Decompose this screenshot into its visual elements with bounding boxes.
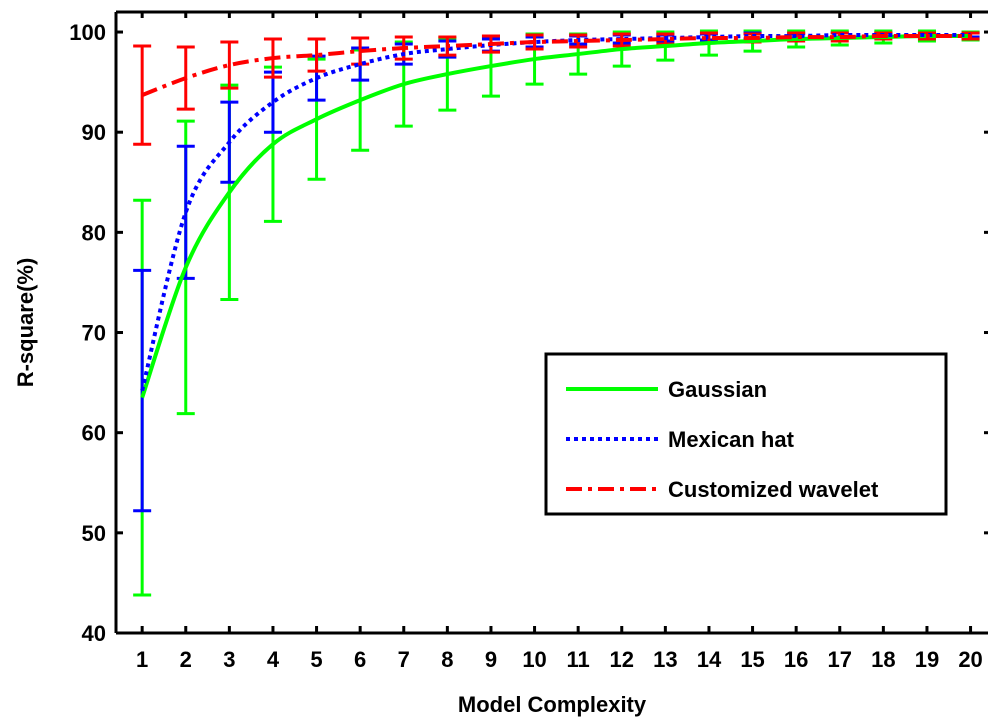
x-tick-label: 20 <box>958 647 982 672</box>
x-tick-label: 10 <box>522 647 546 672</box>
axes <box>114 10 988 635</box>
error-bars-customized-wavelet <box>133 31 980 146</box>
x-tick-label: 15 <box>740 647 764 672</box>
x-tick-label: 11 <box>567 647 590 672</box>
x-tick-label: 7 <box>398 647 410 672</box>
x-tick-label: 13 <box>653 647 677 672</box>
y-tick-label: 80 <box>82 220 106 245</box>
y-axis-title: R-square(%) <box>13 258 38 388</box>
series-lines <box>140 32 971 399</box>
x-tick-label: 9 <box>485 647 497 672</box>
series-line-mexican-hat <box>140 32 971 392</box>
x-tick-label: 5 <box>310 647 322 672</box>
x-tick-label: 2 <box>180 647 192 672</box>
x-tick-label: 19 <box>915 647 939 672</box>
series-line-customized-wavelet <box>141 33 971 97</box>
y-tick-label: 40 <box>82 621 106 646</box>
legend-label: Mexican hat <box>668 427 795 452</box>
x-tick-label: 8 <box>441 647 453 672</box>
x-tick-label: 17 <box>828 647 852 672</box>
x-tick-label: 16 <box>784 647 808 672</box>
legend: Gaussian Mexican hat Customized wavelet <box>544 352 948 516</box>
y-tick-label: 50 <box>82 521 106 546</box>
y-tick-label: 60 <box>82 421 106 446</box>
y-tick-label: 70 <box>82 321 106 346</box>
y-tick-label: 100 <box>69 20 106 45</box>
x-tick-label: 3 <box>223 647 235 672</box>
legend-label: Gaussian <box>668 377 767 402</box>
legend-label: Customized wavelet <box>668 477 879 502</box>
x-tick-label: 1 <box>136 647 148 672</box>
x-tick-label: 14 <box>697 647 722 672</box>
x-tick-label: 12 <box>610 647 634 672</box>
x-tick-label: 6 <box>354 647 366 672</box>
x-axis-title: Model Complexity <box>458 692 647 717</box>
x-tick-label: 18 <box>871 647 895 672</box>
x-tick-label: 4 <box>267 647 280 672</box>
legend-items: Gaussian Mexican hat Customized wavelet <box>566 377 879 502</box>
y-tick-label: 90 <box>82 120 106 145</box>
series-line-gaussian <box>140 33 971 399</box>
